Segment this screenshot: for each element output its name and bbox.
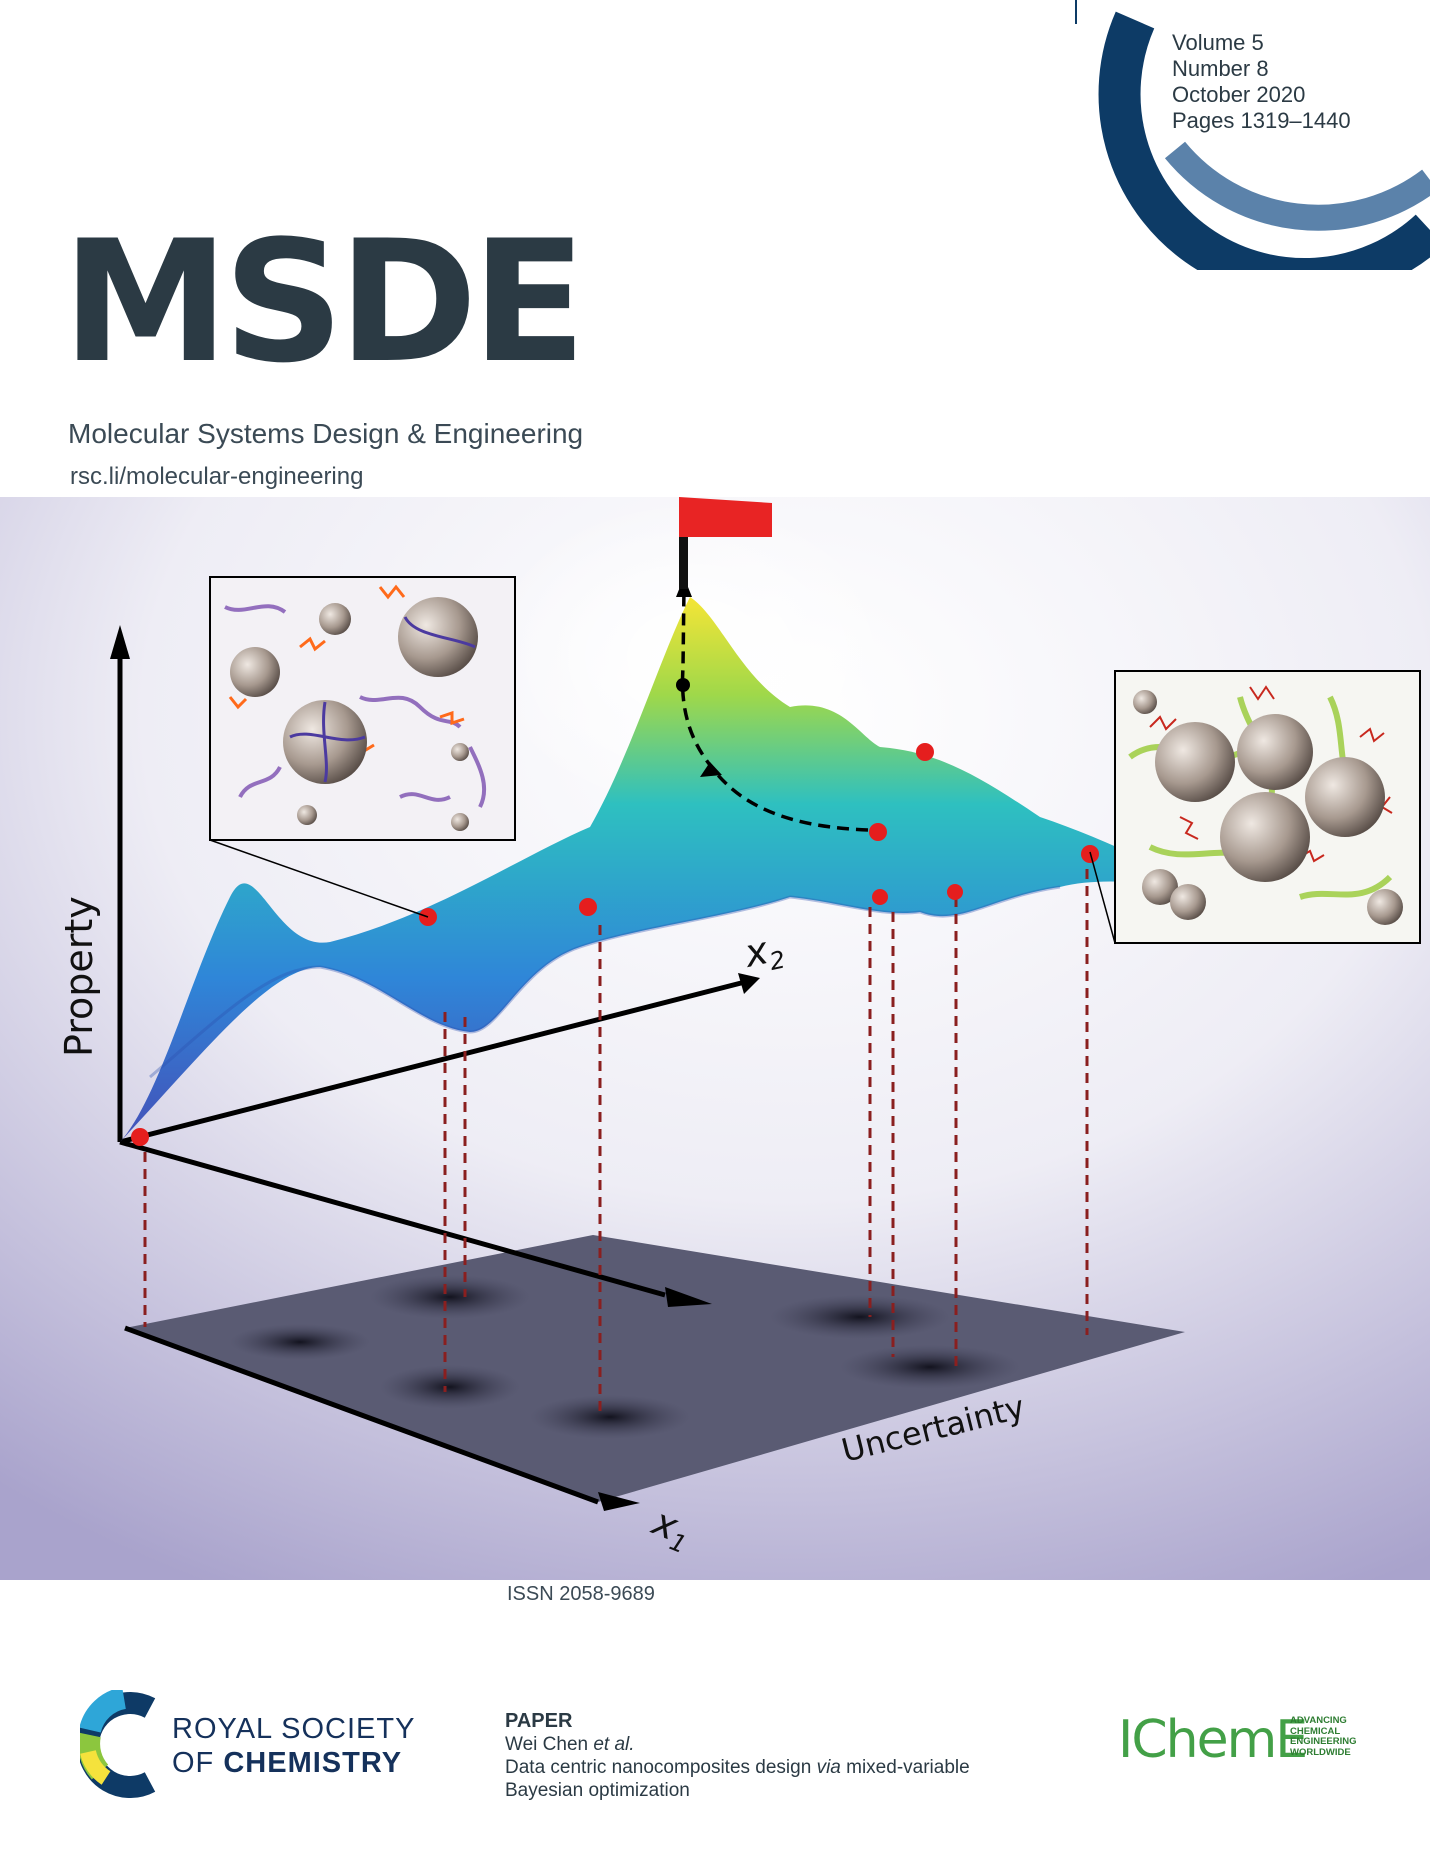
publisher-line1: ROYAL SOCIETY [172,1713,416,1745]
issue-volume: Volume 5 [1172,30,1264,55]
issue-info: Volume 5 Number 8 October 2020 Pages 131… [1172,30,1351,134]
paper-authors-etal: et al. [593,1734,635,1755]
y-axis-label: Property [57,896,101,1057]
paper-authors: Wei Chen [505,1734,594,1755]
featured-paper: PAPER Wei Chen et al. Data centric nanoc… [505,1710,970,1802]
rsc-logo-icon [80,1690,156,1798]
paper-title-part1: Data centric nanocomposites design [505,1757,817,1778]
publisher-line2-bold: CHEMISTRY [223,1747,403,1779]
icheme-logo: IChemE ADVANCING CHEMICAL ENGINEERING WO… [1118,1710,1357,1770]
icheme-wordmark: IChemE [1118,1710,1308,1770]
icheme-tagline-3: ENGINEERING [1290,1736,1357,1747]
paper-title-via: via [816,1757,841,1778]
inset-left [209,576,516,841]
issue-date: October 2020 [1172,82,1306,107]
journal-title: MSDE [62,204,586,400]
icheme-tagline-4: WORLDWIDE [1290,1746,1351,1758]
paper-title-part2: mixed-variable [840,1757,970,1778]
journal-url[interactable]: rsc.li/molecular-engineering [70,463,364,490]
paper-type: PAPER [505,1710,573,1732]
paper-title-line2: Bayesian optimization [505,1780,690,1801]
issue-number: Number 8 [1172,56,1269,81]
publisher-name: ROYAL SOCIETY OF CHEMISTRY [172,1712,415,1780]
icheme-tagline-1: ADVANCING [1290,1715,1347,1726]
icheme-tagline-2: CHEMICAL [1290,1725,1341,1737]
issue-pages: Pages 1319–1440 [1172,108,1351,133]
cover-illustration: Property x2 x1 Uncertainty [0,497,1430,1580]
x2-axis-subscript: 2 [767,945,788,976]
journal-full-name: Molecular Systems Design & Engineering [68,418,584,449]
inset-right [1114,670,1421,944]
icheme-tagline: ADVANCING CHEMICAL ENGINEERING WORLDWIDE [1290,1715,1357,1758]
issue-arc-decoration [1075,0,1430,270]
issn: ISSN 2058-9689 [507,1583,655,1605]
publisher-line2-prefix: OF [172,1747,224,1779]
